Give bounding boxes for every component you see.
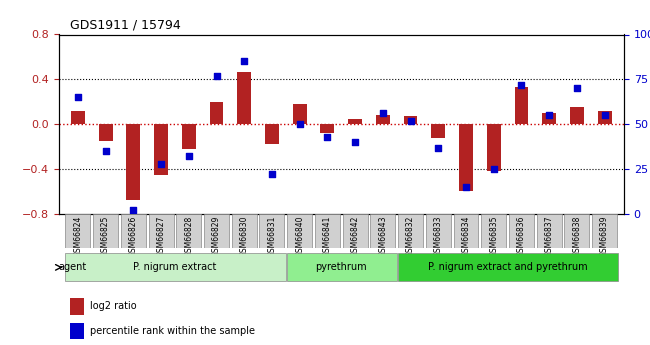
FancyBboxPatch shape xyxy=(121,214,146,248)
Bar xyxy=(459,124,473,191)
FancyBboxPatch shape xyxy=(454,214,478,248)
Bar xyxy=(99,124,112,141)
FancyBboxPatch shape xyxy=(481,214,506,248)
Bar xyxy=(515,87,528,124)
Text: GSM66831: GSM66831 xyxy=(267,216,276,257)
FancyBboxPatch shape xyxy=(343,214,368,248)
FancyBboxPatch shape xyxy=(287,214,312,248)
Text: GSM66838: GSM66838 xyxy=(573,216,581,257)
Point xyxy=(183,154,194,159)
Point xyxy=(516,82,526,88)
Point xyxy=(461,184,471,190)
FancyBboxPatch shape xyxy=(509,214,534,248)
FancyBboxPatch shape xyxy=(232,214,257,248)
Text: GSM66827: GSM66827 xyxy=(157,216,166,257)
FancyBboxPatch shape xyxy=(176,214,202,248)
Point xyxy=(378,111,388,116)
Text: GSM66826: GSM66826 xyxy=(129,216,138,257)
Bar xyxy=(70,298,84,315)
Text: GSM66833: GSM66833 xyxy=(434,216,443,257)
Text: GSM66825: GSM66825 xyxy=(101,216,110,257)
Point xyxy=(322,134,333,139)
Bar xyxy=(348,119,362,124)
Text: agent: agent xyxy=(58,263,86,272)
Text: GSM66832: GSM66832 xyxy=(406,216,415,257)
Bar xyxy=(404,116,417,124)
Text: P. nigrum extract: P. nigrum extract xyxy=(133,263,216,272)
Bar xyxy=(71,111,85,124)
Text: GSM66841: GSM66841 xyxy=(323,216,332,257)
Text: GSM66830: GSM66830 xyxy=(240,216,249,257)
FancyBboxPatch shape xyxy=(93,214,118,248)
Bar xyxy=(542,113,556,124)
Text: P. nigrum extract and pyrethrum: P. nigrum extract and pyrethrum xyxy=(428,263,588,272)
Point xyxy=(156,161,166,166)
Bar xyxy=(209,102,224,124)
FancyBboxPatch shape xyxy=(149,214,174,248)
Point xyxy=(406,118,416,124)
FancyBboxPatch shape xyxy=(426,214,450,248)
Point xyxy=(128,208,138,213)
Bar xyxy=(487,124,501,171)
FancyBboxPatch shape xyxy=(315,214,340,248)
FancyBboxPatch shape xyxy=(287,253,396,282)
Point xyxy=(489,166,499,172)
Point xyxy=(433,145,443,150)
Text: GSM66829: GSM66829 xyxy=(212,216,221,257)
Text: GSM66836: GSM66836 xyxy=(517,216,526,257)
Point xyxy=(599,112,610,118)
Point xyxy=(211,73,222,79)
Point xyxy=(239,59,250,64)
FancyBboxPatch shape xyxy=(398,253,618,282)
Bar xyxy=(154,124,168,175)
FancyBboxPatch shape xyxy=(564,214,590,248)
Point xyxy=(73,95,83,100)
Bar xyxy=(320,124,334,133)
Bar xyxy=(70,323,84,339)
Point xyxy=(100,148,110,154)
Bar xyxy=(265,124,279,144)
FancyBboxPatch shape xyxy=(66,214,90,248)
FancyBboxPatch shape xyxy=(592,214,617,248)
Text: pyrethrum: pyrethrum xyxy=(315,263,367,272)
Point xyxy=(294,121,305,127)
Bar xyxy=(432,124,445,138)
Text: GSM66843: GSM66843 xyxy=(378,216,387,257)
FancyBboxPatch shape xyxy=(537,214,562,248)
Point xyxy=(572,86,582,91)
Text: log2 ratio: log2 ratio xyxy=(90,302,136,311)
Text: GSM66837: GSM66837 xyxy=(545,216,554,257)
Text: GSM66828: GSM66828 xyxy=(185,216,193,257)
Text: GSM66835: GSM66835 xyxy=(489,216,498,257)
Text: GSM66839: GSM66839 xyxy=(600,216,609,257)
Point xyxy=(266,172,277,177)
Text: GSM66842: GSM66842 xyxy=(350,216,359,257)
Point xyxy=(544,112,554,118)
Bar xyxy=(376,115,390,124)
Bar xyxy=(292,104,307,124)
Text: GSM66840: GSM66840 xyxy=(295,216,304,257)
Text: percentile rank within the sample: percentile rank within the sample xyxy=(90,326,255,336)
Text: GSM66834: GSM66834 xyxy=(462,216,471,257)
FancyBboxPatch shape xyxy=(66,253,286,282)
FancyBboxPatch shape xyxy=(204,214,229,248)
Bar xyxy=(597,111,612,124)
Point xyxy=(350,139,360,145)
FancyBboxPatch shape xyxy=(370,214,395,248)
Bar xyxy=(182,124,196,149)
Bar xyxy=(570,107,584,124)
Text: GDS1911 / 15794: GDS1911 / 15794 xyxy=(70,19,181,32)
Text: GSM66824: GSM66824 xyxy=(73,216,83,257)
FancyBboxPatch shape xyxy=(398,214,423,248)
Bar xyxy=(237,71,251,124)
Bar xyxy=(126,124,140,200)
FancyBboxPatch shape xyxy=(259,214,285,248)
